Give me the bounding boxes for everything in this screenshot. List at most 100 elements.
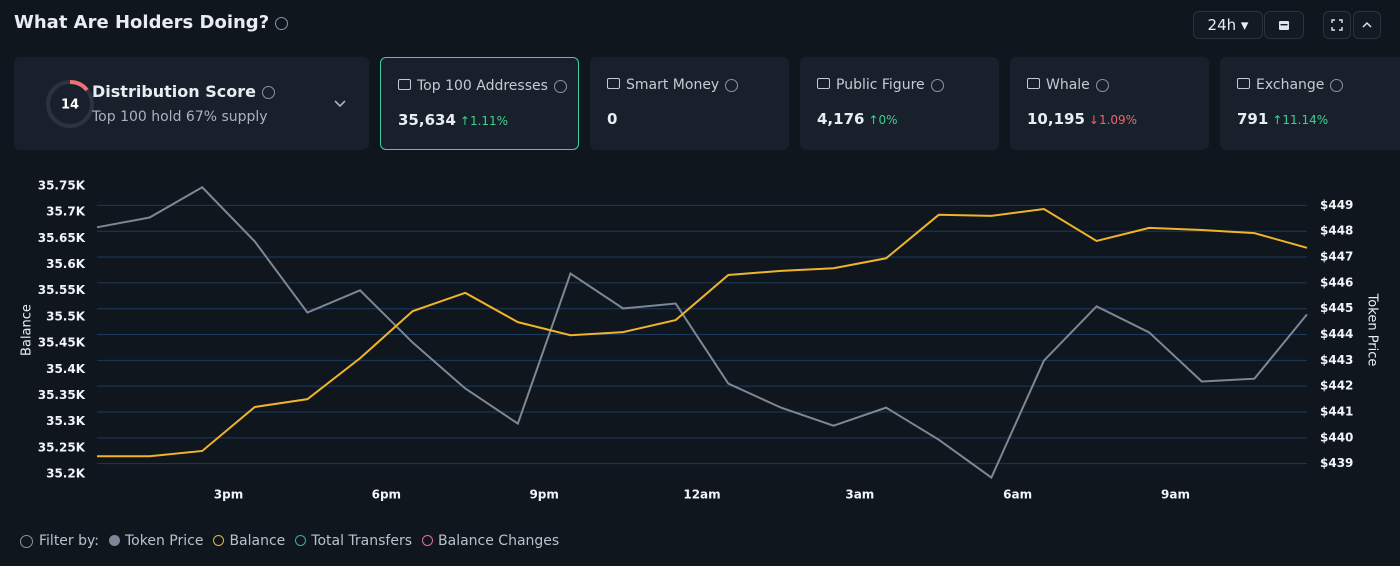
y-tick-label: 35.6K [46,257,86,271]
metric-card[interactable]: Public Figure 4,1760% [800,57,999,150]
header: What Are Holders Doing? [14,12,289,33]
info-icon[interactable] [1330,78,1344,92]
card-label: Smart Money [607,77,739,93]
y2-tick-label: $439 [1320,456,1353,470]
card-label: Public Figure [817,77,944,93]
x-tick-label: 6am [1003,488,1032,502]
legend: Filter by: Token Price Balance Total Transf… [20,533,559,549]
card-value: 4,1760% [817,110,898,128]
score-value: 14 [61,98,79,113]
legend-label: Balance [229,533,286,549]
card-label-text: Exchange [1256,77,1325,93]
card-value: 0 [607,110,617,128]
y-axis-title: Balance [20,304,35,356]
card-change: 0% [868,113,897,127]
fullscreen-button[interactable] [1323,11,1351,39]
y2-axis-title: Token Price [1365,293,1380,367]
fullscreen-icon [1331,19,1343,31]
y-tick-label: 35.2K [46,467,86,481]
legend-label: Total Transfers [311,533,413,549]
y-tick-label: 35.3K [46,414,86,428]
series-line [96,186,1308,480]
series-line [97,208,1308,458]
y-tick-label: 35.5K [46,309,86,323]
y2-tick-label: $441 [1320,405,1353,419]
card-value-text: 4,176 [817,110,865,128]
y2-tick-label: $440 [1320,430,1353,444]
y2-tick-label: $442 [1320,379,1353,393]
legend-item[interactable]: Balance Changes [422,533,559,549]
card-label-text: Public Figure [836,77,925,93]
card-icon [398,79,411,90]
card-change: 11.14% [1272,113,1328,127]
legend-dot [213,535,225,546]
info-icon[interactable] [930,78,944,92]
card-value-text: 0 [607,110,618,128]
metric-card[interactable]: Top 100 Addresses 35,634 1.11% [380,57,579,150]
y-tick-label: 35.75K [38,179,86,193]
card-icon [1027,78,1040,89]
chart: $439 $440 $441 $442 $443 $444 $445 $446 $447 $448… [20,179,1380,502]
card-change: 1.11% [460,114,508,128]
x-tick-label: 9pm [529,488,558,502]
x-tick-label: 3am [845,488,874,502]
y-tick-label: 35.55K [38,283,86,297]
y2-tick-label: $449 [1320,198,1353,212]
card-value: 10,195 1.09% [1027,110,1137,128]
metric-card[interactable]: Exchange 79111.14% [1220,57,1400,150]
card-icon [607,78,620,89]
legend-label: Token Price [125,533,204,549]
y2-tick-label: $446 [1320,275,1353,289]
y2-tick-label: $443 [1320,353,1353,367]
collapse-button[interactable] [1353,11,1381,39]
legend-item[interactable]: Balance [213,533,285,549]
y-tick-label: 35.65K [38,231,86,245]
info-icon[interactable] [553,79,567,93]
y-tick-label: 35.4K [46,362,86,376]
score-card[interactable]: 14 Distribution Score Top 100 hold 67% s… [14,57,369,150]
card-label: Whale [1027,77,1109,93]
card-icon [817,78,830,89]
x-tick-label: 6pm [372,488,401,502]
legend-item[interactable]: Total Transfers [295,533,412,549]
score-label-text: Distribution Score [92,82,256,101]
period: 24h [1207,16,1237,34]
card-label: Top 100 Addresses [398,78,567,94]
legend-dot [109,535,120,546]
info-icon[interactable] [725,78,739,92]
legend-dot [295,535,307,546]
y-tick-label: 35.25K [38,440,86,454]
card-label-text: Smart Money [626,77,720,93]
legend-item[interactable]: Token Price [109,533,203,549]
card-label: Exchange [1237,77,1344,93]
expand-icon [334,100,346,108]
score-label: Distribution Score [92,82,275,101]
y-tick-label: 35.45K [38,336,86,350]
score-caption: Top 100 hold 67% supply [92,109,268,125]
card-value: 35,634 1.11% [398,111,508,129]
card-label-text: Top 100 Addresses [417,78,548,94]
y-tick-label: 35.7K [46,205,86,219]
card-icon [1237,78,1250,89]
y2-tick-label: $445 [1320,301,1353,315]
info-icon[interactable] [275,16,289,30]
card-value: 79111.14% [1237,110,1328,128]
y2-tick-label: $444 [1320,327,1353,341]
score-ring: 14 [46,79,94,128]
x-tick-label: 12am [683,488,720,502]
legend-label: Balance Changes [438,533,560,549]
card-value-text: 35,634 [398,111,456,129]
filter-label: Filter by: [20,533,99,549]
collapse-icon [1362,21,1372,28]
calendar-button[interactable] [1264,11,1304,39]
card-value-text: 791 [1237,110,1269,128]
metric-card[interactable]: Whale 10,195 1.09% [1010,57,1209,150]
calendar-icon [1279,21,1289,30]
metric-card[interactable]: Smart Money 0 [590,57,789,150]
legend-dot [422,535,434,546]
y2-tick-label: $447 [1320,250,1353,264]
info-icon[interactable] [1095,78,1109,92]
card-change: 1.09% [1089,113,1137,127]
period-select[interactable]: 24h ▾ [1193,11,1263,39]
